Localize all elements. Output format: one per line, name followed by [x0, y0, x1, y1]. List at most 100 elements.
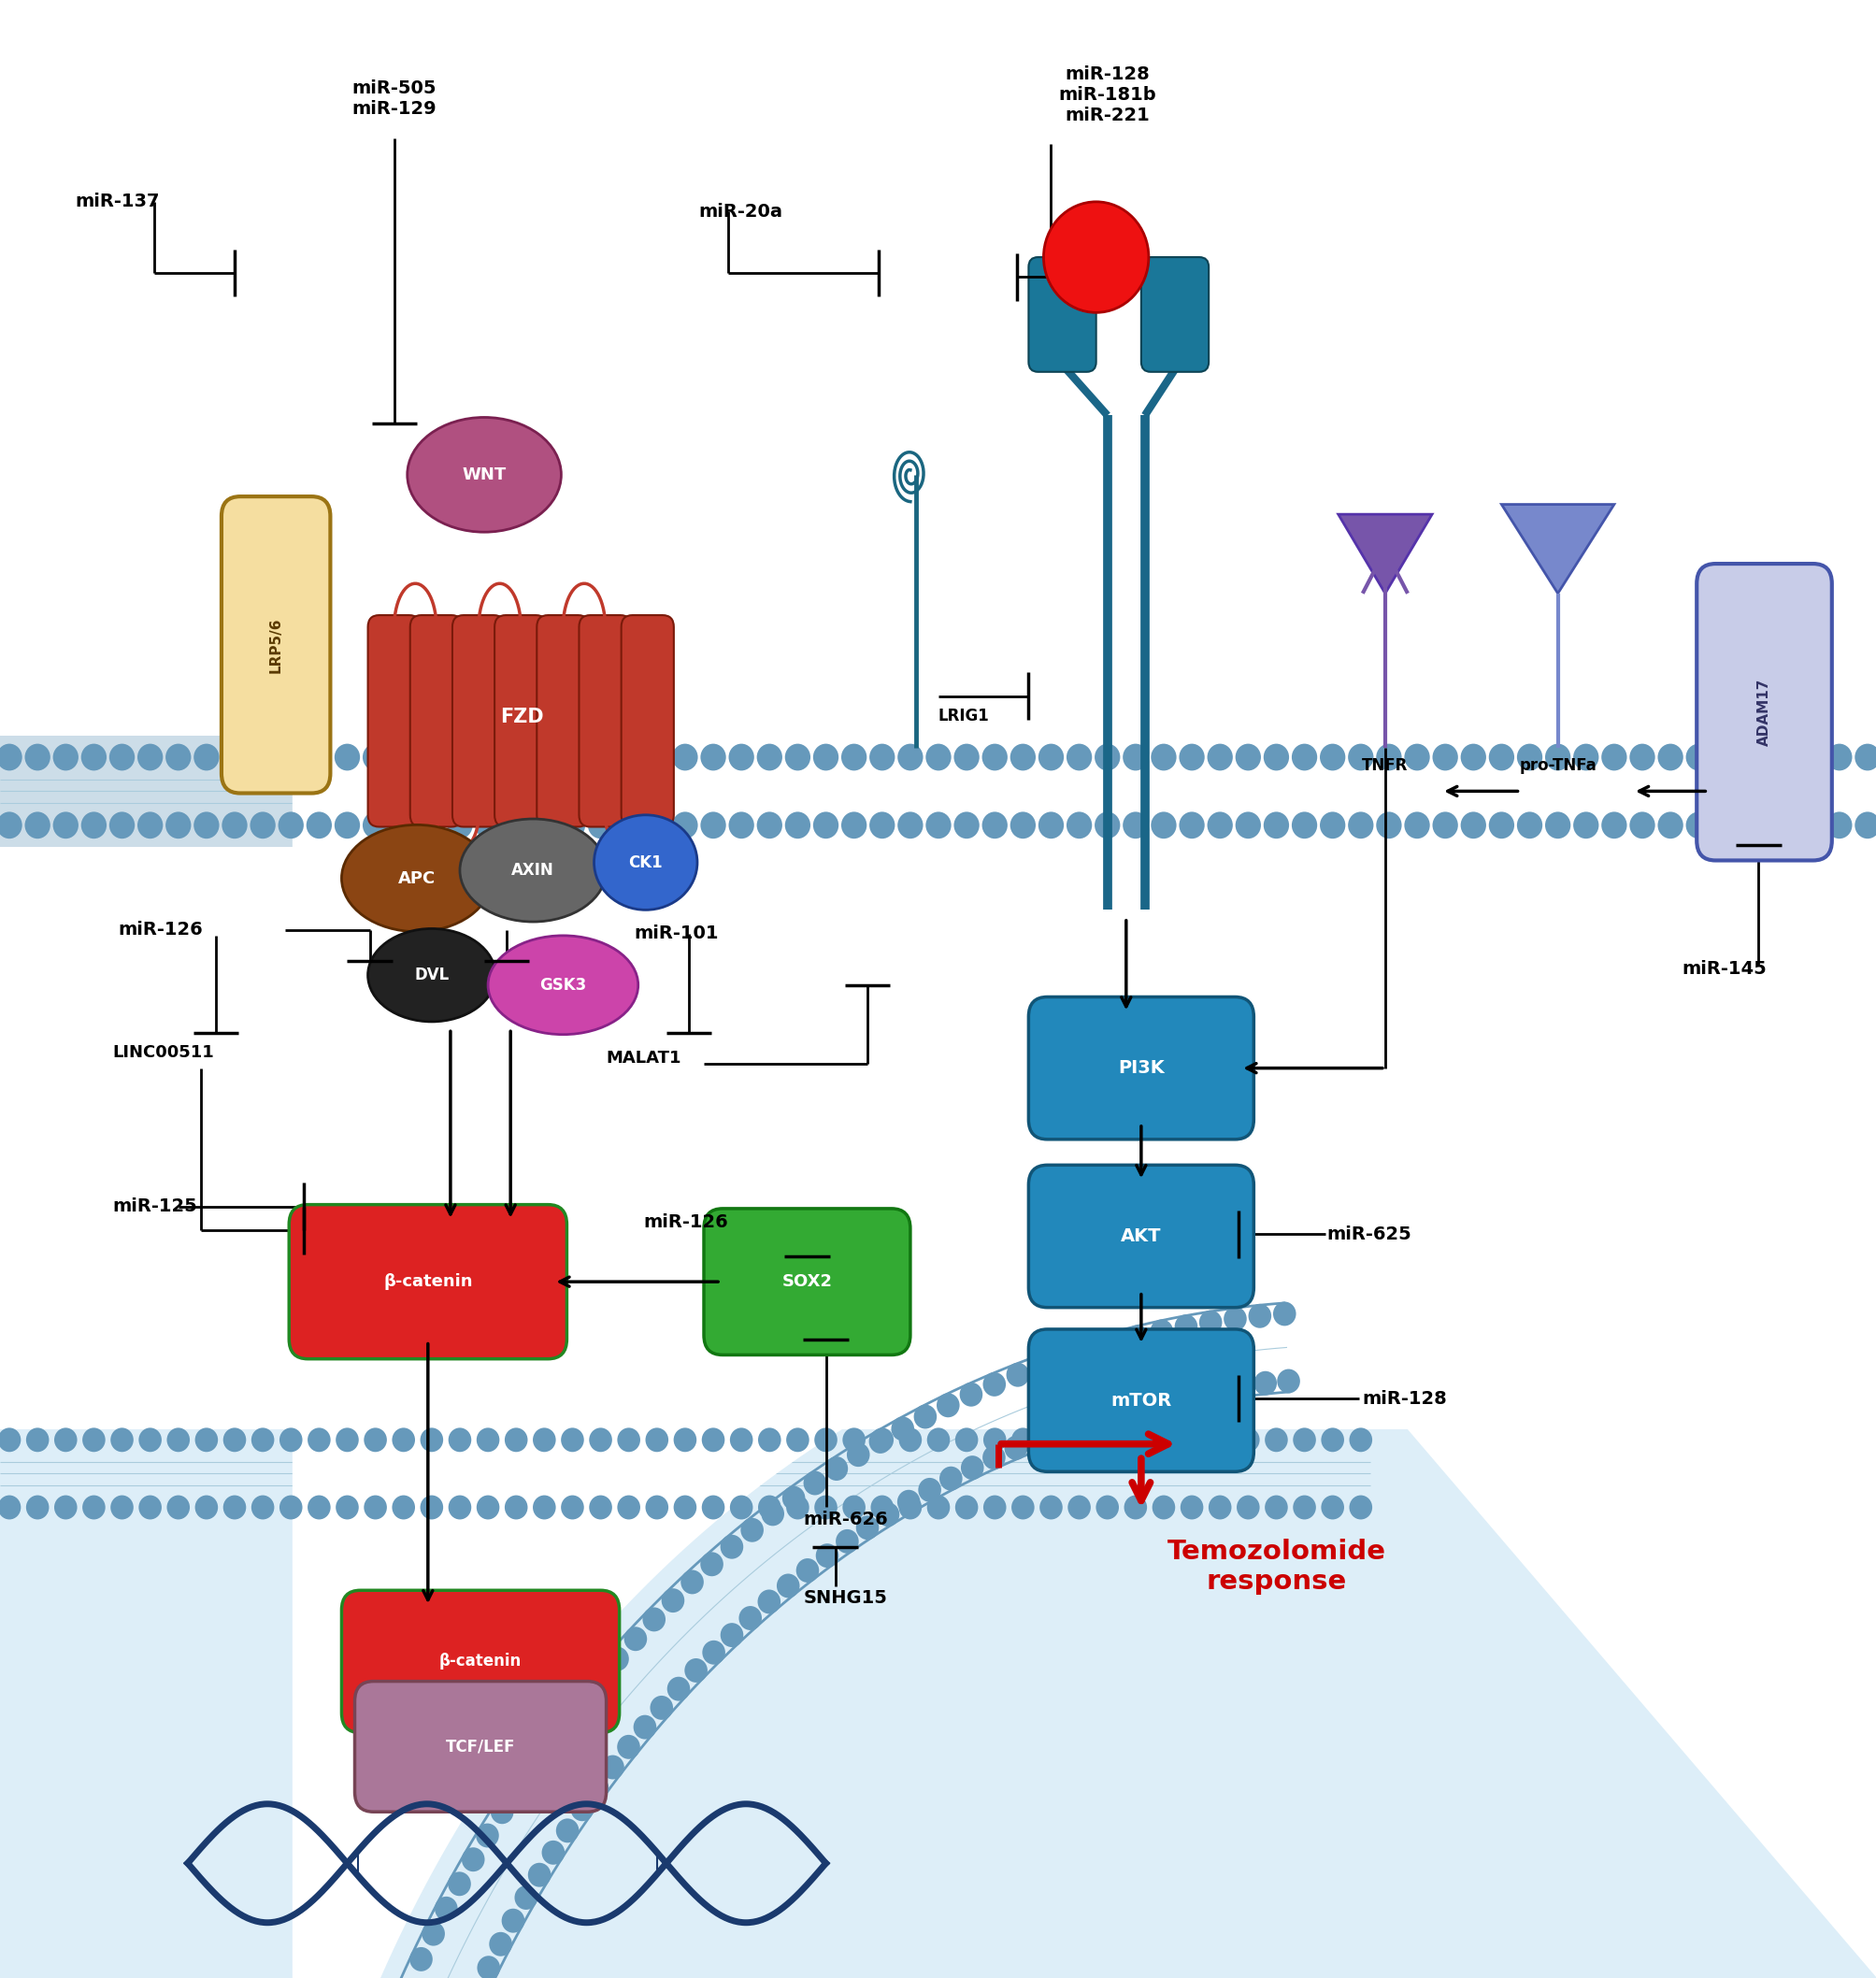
Circle shape — [362, 811, 388, 839]
FancyBboxPatch shape — [409, 615, 461, 827]
Circle shape — [1161, 1387, 1184, 1410]
Circle shape — [660, 1588, 685, 1612]
Circle shape — [959, 1383, 983, 1406]
Circle shape — [193, 811, 219, 839]
Circle shape — [250, 744, 276, 771]
Circle shape — [81, 744, 107, 771]
Circle shape — [1685, 744, 1711, 771]
Circle shape — [83, 1495, 105, 1519]
Circle shape — [1741, 811, 1767, 839]
Text: SNHG15: SNHG15 — [803, 1590, 887, 1606]
Circle shape — [514, 1885, 537, 1909]
Circle shape — [914, 1404, 936, 1428]
Text: miR-145: miR-145 — [1681, 961, 1765, 977]
Circle shape — [1052, 1345, 1077, 1371]
Ellipse shape — [593, 815, 698, 910]
Text: miR-505
miR-129: miR-505 miR-129 — [351, 79, 437, 119]
Circle shape — [221, 744, 248, 771]
Circle shape — [503, 811, 529, 839]
FancyBboxPatch shape — [452, 615, 505, 827]
Circle shape — [983, 1495, 1006, 1519]
Circle shape — [1276, 1369, 1300, 1393]
Ellipse shape — [407, 417, 561, 532]
Circle shape — [1572, 811, 1598, 839]
Circle shape — [24, 744, 51, 771]
Circle shape — [139, 1495, 161, 1519]
Circle shape — [728, 744, 754, 771]
Circle shape — [673, 1495, 696, 1519]
Circle shape — [1825, 811, 1852, 839]
Circle shape — [1657, 811, 1683, 839]
Circle shape — [1264, 1428, 1287, 1452]
Circle shape — [280, 1495, 302, 1519]
Circle shape — [702, 1495, 724, 1519]
Circle shape — [137, 744, 163, 771]
Text: miR-126: miR-126 — [643, 1214, 728, 1230]
Circle shape — [803, 1472, 825, 1495]
Circle shape — [223, 1495, 246, 1519]
Circle shape — [0, 811, 23, 839]
Circle shape — [167, 1495, 189, 1519]
Circle shape — [81, 811, 107, 839]
Circle shape — [1152, 1428, 1174, 1452]
Circle shape — [1797, 744, 1823, 771]
Circle shape — [522, 1754, 544, 1778]
Circle shape — [336, 1495, 358, 1519]
Circle shape — [109, 811, 135, 839]
Circle shape — [221, 811, 248, 839]
Circle shape — [1009, 811, 1036, 839]
FancyBboxPatch shape — [578, 615, 630, 827]
Circle shape — [24, 811, 51, 839]
Polygon shape — [293, 0, 1876, 1978]
Circle shape — [814, 1428, 837, 1452]
Circle shape — [1375, 744, 1401, 771]
Text: miR-128: miR-128 — [1362, 1391, 1446, 1406]
Circle shape — [756, 811, 782, 839]
Circle shape — [1122, 811, 1148, 839]
Circle shape — [1713, 744, 1739, 771]
Circle shape — [1009, 744, 1036, 771]
Circle shape — [758, 1428, 780, 1452]
Circle shape — [899, 1495, 921, 1519]
Circle shape — [876, 1503, 899, 1527]
Circle shape — [617, 1495, 640, 1519]
Circle shape — [1124, 1428, 1146, 1452]
Circle shape — [981, 1446, 1006, 1470]
Circle shape — [1011, 1495, 1034, 1519]
Circle shape — [1071, 1410, 1094, 1434]
Circle shape — [1544, 811, 1570, 839]
Circle shape — [615, 744, 642, 771]
Circle shape — [842, 1428, 865, 1452]
Circle shape — [570, 1687, 593, 1713]
Text: WNT: WNT — [461, 467, 507, 483]
Circle shape — [981, 744, 1007, 771]
Circle shape — [587, 811, 613, 839]
FancyBboxPatch shape — [368, 615, 420, 827]
Circle shape — [390, 744, 416, 771]
Circle shape — [897, 744, 923, 771]
Text: miR-101: miR-101 — [634, 926, 719, 942]
Circle shape — [1253, 1371, 1276, 1394]
Circle shape — [446, 744, 473, 771]
Circle shape — [1039, 1428, 1062, 1452]
Circle shape — [139, 1428, 161, 1452]
Circle shape — [600, 1754, 625, 1780]
Circle shape — [334, 744, 360, 771]
Circle shape — [739, 1606, 762, 1630]
Circle shape — [730, 1495, 752, 1519]
Circle shape — [1825, 744, 1852, 771]
Circle shape — [1349, 1428, 1371, 1452]
Circle shape — [1853, 744, 1876, 771]
Circle shape — [1011, 1428, 1034, 1452]
Circle shape — [553, 1709, 576, 1735]
Circle shape — [1178, 811, 1204, 839]
Circle shape — [1349, 1495, 1371, 1519]
FancyBboxPatch shape — [537, 615, 589, 827]
Circle shape — [643, 811, 670, 839]
Circle shape — [503, 744, 529, 771]
Circle shape — [1037, 744, 1064, 771]
Circle shape — [1199, 1309, 1221, 1335]
FancyBboxPatch shape — [1028, 1165, 1253, 1307]
Circle shape — [475, 744, 501, 771]
Circle shape — [0, 1495, 21, 1519]
